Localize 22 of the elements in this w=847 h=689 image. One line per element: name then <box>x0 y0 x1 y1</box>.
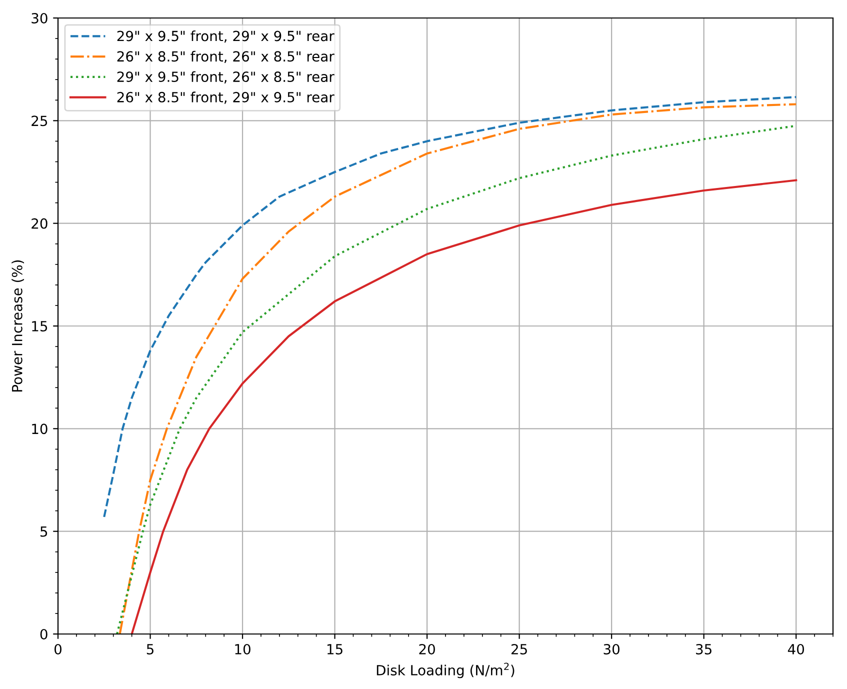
y-tick-label: 5 <box>40 526 48 537</box>
legend-label: 26" x 8.5" front, 29" x 9.5" rear <box>117 92 334 104</box>
y-tick-label: 15 <box>32 321 48 332</box>
x-tick-label: 25 <box>511 644 527 654</box>
x-tick-label: 35 <box>696 644 712 654</box>
x-tick-label: 20 <box>419 644 435 654</box>
legend-label: 26" x 8.5" front, 26" x 8.5" rear <box>117 50 334 64</box>
y-tick-label: 25 <box>32 116 48 126</box>
y-axis-title: Power Increase (%) <box>12 260 24 392</box>
x-tick-label: 10 <box>235 644 250 654</box>
y-tick-label: 10 <box>32 424 48 434</box>
y-tick-label: 20 <box>32 218 48 229</box>
y-tick-label: 0 <box>40 628 48 640</box>
x-axis-title: Disk Loading (N/m$^{2}$) <box>376 662 514 678</box>
x-tick-label: 5 <box>146 644 154 654</box>
x-tick-label: 30 <box>604 644 620 654</box>
x-tick-label: 0 <box>54 644 62 654</box>
y-tick-label: 30 <box>32 12 48 24</box>
x-tick-label: 40 <box>788 644 804 654</box>
legend-label: 29" x 9.5" front, 29" x 9.5" rear <box>117 30 334 43</box>
legend-label: 29" x 9.5" front, 26" x 8.5" rear <box>117 71 334 84</box>
x-tick-label: 15 <box>327 644 342 654</box>
